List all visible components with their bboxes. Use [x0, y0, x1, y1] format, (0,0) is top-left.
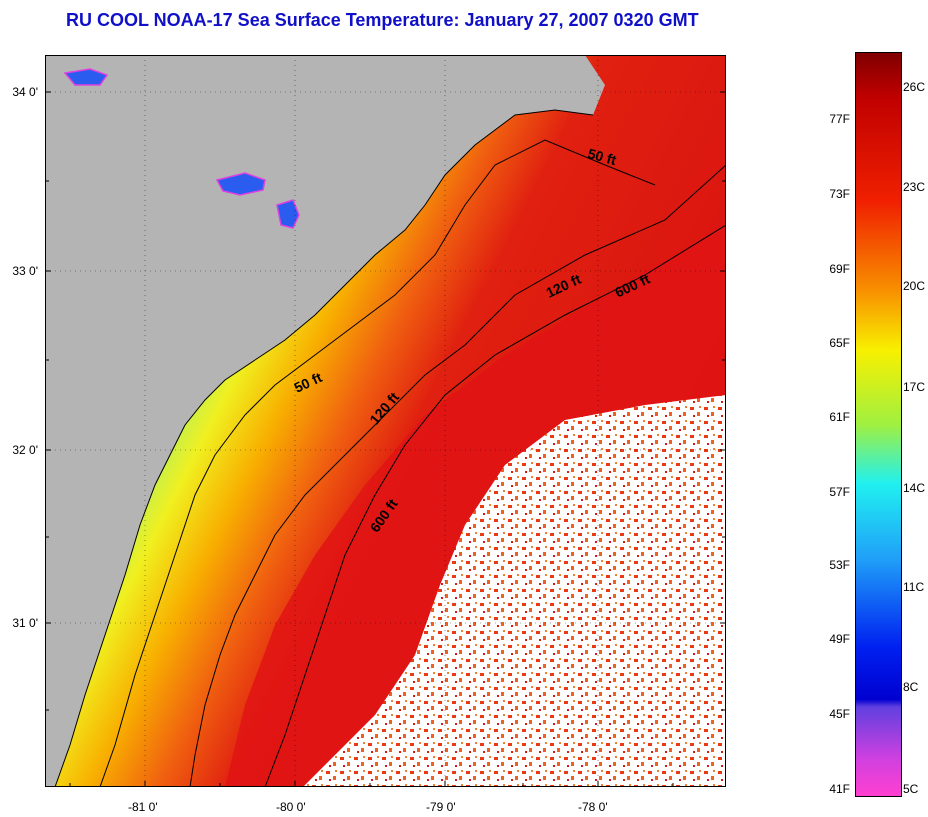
- longitude-label: -79 0': [426, 800, 456, 814]
- celsius-label: 5C: [903, 782, 919, 796]
- latitude-label: 33 0': [12, 264, 38, 278]
- contour-600ft: [264, 224, 726, 787]
- graticule: [45, 55, 726, 787]
- fahrenheit-label: 61F: [829, 410, 850, 424]
- land-mass: [45, 55, 605, 787]
- fahrenheit-label: 73F: [829, 187, 850, 201]
- fahrenheit-label: 57F: [829, 485, 850, 499]
- celsius-label: 8C: [903, 680, 919, 694]
- axis-ticks: [45, 91, 726, 787]
- longitude-label: -80 0': [276, 800, 306, 814]
- longitude-label: -78 0': [578, 800, 608, 814]
- celsius-label: 20C: [903, 279, 926, 293]
- latitude-label: 31 0': [12, 616, 38, 630]
- fahrenheit-label: 45F: [829, 707, 850, 721]
- fahrenheit-label: 49F: [829, 632, 850, 646]
- celsius-label: 26C: [903, 80, 926, 94]
- sst-map: 50 ft 50 ft 120 ft 120 ft 600 ft 600 ft: [45, 55, 726, 787]
- inland-lake: [63, 68, 109, 86]
- latitude-label: 32 0': [12, 443, 38, 457]
- inland-lake: [215, 172, 266, 196]
- celsius-label: 17C: [903, 380, 926, 394]
- cloud-cover: [303, 395, 726, 787]
- fahrenheit-label: 65F: [829, 336, 850, 350]
- fahrenheit-label: 77F: [829, 112, 850, 126]
- chart-title: RU COOL NOAA-17 Sea Surface Temperature:…: [66, 10, 699, 30]
- celsius-label: 11C: [903, 580, 925, 594]
- fahrenheit-label: 41F: [829, 782, 850, 796]
- coastline: [54, 109, 594, 787]
- celsius-label: 14C: [903, 481, 926, 495]
- color-scale-bar: [855, 52, 902, 797]
- latitude-label: 34 0': [12, 85, 38, 99]
- fahrenheit-label: 53F: [829, 558, 850, 572]
- celsius-label: 23C: [903, 180, 926, 194]
- contour-label: 50 ft: [586, 145, 618, 168]
- inland-lake: [276, 199, 300, 229]
- fahrenheit-label: 69F: [829, 262, 850, 276]
- contour-120ft: [189, 164, 726, 787]
- map-frame: [45, 55, 726, 787]
- longitude-label: -81 0': [128, 800, 158, 814]
